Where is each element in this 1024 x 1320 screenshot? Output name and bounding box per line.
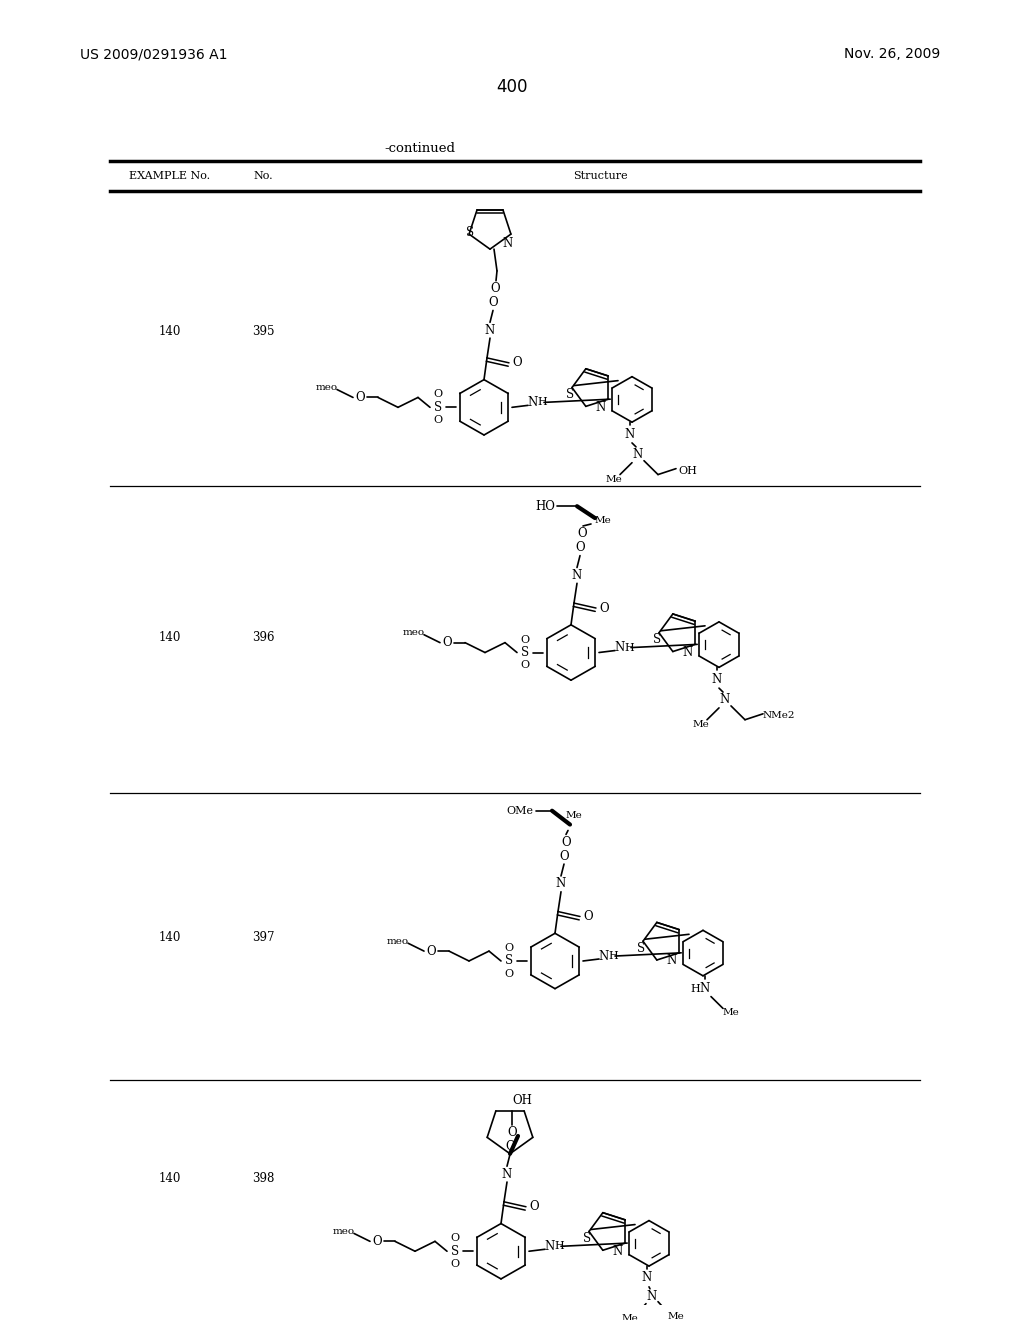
Text: O: O xyxy=(505,1140,515,1152)
Text: N: N xyxy=(502,1168,512,1180)
Text: Structure: Structure xyxy=(572,172,628,181)
Text: N: N xyxy=(642,1271,652,1284)
Text: S: S xyxy=(451,1245,459,1258)
Text: US 2009/0291936 A1: US 2009/0291936 A1 xyxy=(80,48,227,61)
Text: O: O xyxy=(505,942,514,953)
Text: meo: meo xyxy=(402,628,425,638)
Text: H: H xyxy=(690,983,699,994)
Text: O: O xyxy=(507,1126,517,1139)
Text: O: O xyxy=(355,391,365,404)
Text: S: S xyxy=(505,954,513,968)
Text: O: O xyxy=(372,1234,382,1247)
Text: N: N xyxy=(503,236,513,249)
Text: meo: meo xyxy=(387,937,409,945)
Text: N: N xyxy=(571,569,582,582)
Text: O: O xyxy=(488,296,498,309)
Text: O: O xyxy=(451,1259,460,1269)
Text: O: O xyxy=(433,389,442,400)
Text: Me: Me xyxy=(565,812,583,820)
Text: N: N xyxy=(545,1239,555,1253)
Text: N: N xyxy=(625,428,635,441)
Text: N: N xyxy=(528,396,539,409)
Text: NMe2: NMe2 xyxy=(763,711,796,721)
Text: meo: meo xyxy=(333,1228,355,1236)
Text: OMe: OMe xyxy=(507,805,534,816)
Text: 400: 400 xyxy=(497,78,527,96)
Text: O: O xyxy=(578,528,587,540)
Text: S: S xyxy=(434,401,442,414)
Text: H: H xyxy=(538,397,547,408)
Text: O: O xyxy=(599,602,609,615)
Text: N: N xyxy=(667,954,677,968)
Text: N: N xyxy=(720,693,730,706)
Text: O: O xyxy=(520,635,529,644)
Text: S: S xyxy=(466,226,474,239)
Text: No.: No. xyxy=(253,172,272,181)
Text: 140: 140 xyxy=(159,1172,181,1185)
Text: -continued: -continued xyxy=(384,141,456,154)
Text: N: N xyxy=(614,642,625,655)
Text: N: N xyxy=(633,449,643,461)
Text: O: O xyxy=(520,660,529,671)
Text: N: N xyxy=(485,323,496,337)
Text: O: O xyxy=(529,1200,539,1213)
Text: N: N xyxy=(712,673,722,685)
Text: O: O xyxy=(433,416,442,425)
Text: EXAMPLE No.: EXAMPLE No. xyxy=(129,172,211,181)
Text: 395: 395 xyxy=(252,325,274,338)
Text: meo: meo xyxy=(316,383,338,392)
Text: N: N xyxy=(647,1290,657,1303)
Text: Me: Me xyxy=(605,475,623,484)
Text: O: O xyxy=(561,836,570,849)
Text: H: H xyxy=(624,643,634,652)
Text: Me: Me xyxy=(692,721,710,729)
Text: N: N xyxy=(599,949,609,962)
Text: O: O xyxy=(505,969,514,979)
Text: O: O xyxy=(512,356,522,370)
Text: O: O xyxy=(451,1233,460,1243)
Text: N: N xyxy=(613,1245,624,1258)
Text: O: O xyxy=(490,282,500,296)
Text: S: S xyxy=(653,634,662,647)
Text: Me: Me xyxy=(622,1313,638,1320)
Text: Me: Me xyxy=(668,1312,684,1320)
Text: HO: HO xyxy=(536,500,555,512)
Text: OH: OH xyxy=(679,466,697,475)
Text: 396: 396 xyxy=(252,631,274,644)
Text: S: S xyxy=(637,941,645,954)
Text: 398: 398 xyxy=(252,1172,274,1185)
Text: H: H xyxy=(608,950,617,961)
Text: N: N xyxy=(699,982,710,995)
Text: OH: OH xyxy=(512,1094,531,1107)
Text: Me: Me xyxy=(723,1008,739,1016)
Text: H: H xyxy=(554,1241,564,1251)
Text: Me: Me xyxy=(595,516,611,524)
Text: 140: 140 xyxy=(159,931,181,944)
Text: S: S xyxy=(566,388,574,401)
Text: O: O xyxy=(426,945,436,957)
Text: N: N xyxy=(596,401,606,414)
Text: S: S xyxy=(583,1232,591,1245)
Text: 397: 397 xyxy=(252,931,274,944)
Text: O: O xyxy=(559,850,568,863)
Text: N: N xyxy=(556,878,566,891)
Text: Nov. 26, 2009: Nov. 26, 2009 xyxy=(844,48,940,61)
Text: O: O xyxy=(575,541,585,554)
Text: 140: 140 xyxy=(159,631,181,644)
Text: O: O xyxy=(584,909,593,923)
Text: N: N xyxy=(683,645,693,659)
Text: 140: 140 xyxy=(159,325,181,338)
Text: S: S xyxy=(521,645,529,659)
Text: O: O xyxy=(442,636,452,649)
